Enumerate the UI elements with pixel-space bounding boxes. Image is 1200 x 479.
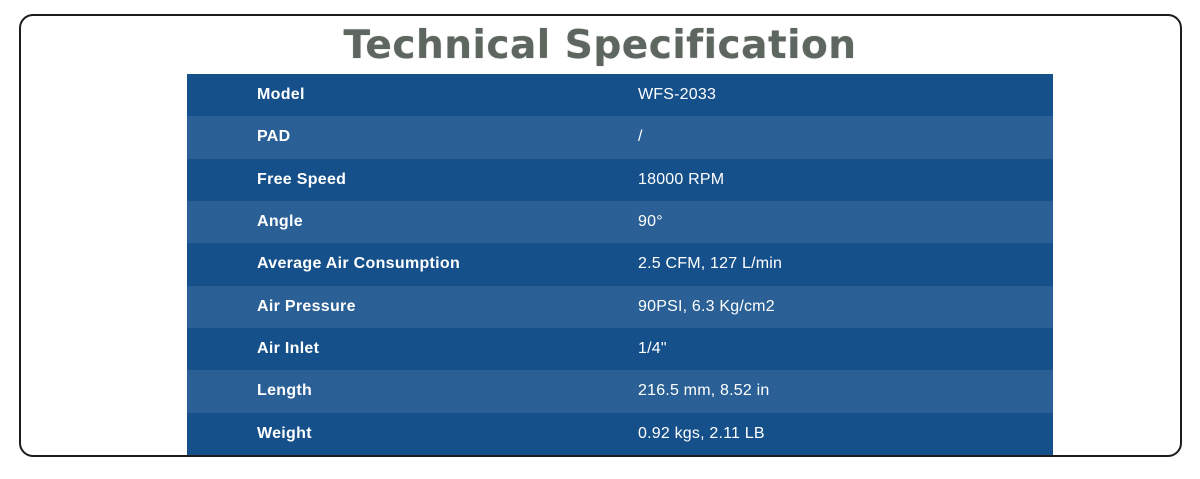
spec-value: 1/4"	[638, 340, 667, 358]
table-row: Air Pressure 90PSI, 6.3 Kg/cm2	[187, 285, 1053, 328]
table-row: Free Speed 18000 RPM	[187, 158, 1053, 201]
spec-value: 216.5 mm, 8.52 in	[638, 382, 770, 400]
page-title: Technical Specification	[343, 23, 857, 68]
spec-label: Angle	[257, 213, 303, 231]
spec-label: Model	[257, 86, 305, 104]
table-row: Model WFS-2033	[187, 74, 1053, 117]
table-row: Weight 0.92 kgs, 2.11 LB	[187, 412, 1053, 455]
table-row: Air Inlet 1/4"	[187, 327, 1053, 371]
spec-value: 2.5 CFM, 127 L/min	[638, 255, 783, 273]
spec-table: Model WFS-2033 PAD / Free Speed 18000 RP…	[187, 74, 1053, 455]
spec-label: Air Inlet	[257, 340, 320, 358]
spec-value: 90°	[638, 213, 663, 231]
spec-label: PAD	[257, 128, 291, 146]
spec-label: Free Speed	[257, 170, 347, 188]
spec-label: Average Air Consumption	[257, 255, 461, 273]
spec-value: 0.92 kgs, 2.11 LB	[638, 424, 765, 442]
spec-label: Air Pressure	[257, 297, 356, 315]
table-row: Angle 90°	[187, 200, 1053, 244]
spec-label: Weight	[257, 424, 312, 442]
table-row: Average Air Consumption 2.5 CFM, 127 L/m…	[187, 243, 1053, 286]
spec-value: 90PSI, 6.3 Kg/cm2	[638, 297, 775, 315]
table-row: PAD /	[187, 116, 1053, 159]
spec-label: Length	[257, 382, 313, 400]
spec-value: WFS-2033	[638, 86, 717, 104]
table-row: Length 216.5 mm, 8.52 in	[187, 370, 1053, 413]
spec-value: 18000 RPM	[638, 170, 725, 188]
spec-value: /	[638, 128, 643, 146]
